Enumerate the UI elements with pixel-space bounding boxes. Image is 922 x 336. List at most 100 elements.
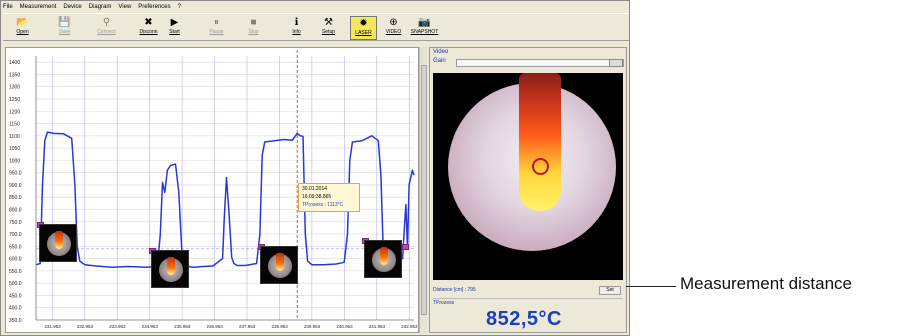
x-tick-label: 239.953 <box>304 324 321 329</box>
video-image <box>433 73 623 280</box>
snapshot-icon: 📷 <box>418 16 431 28</box>
stop-button-label: Stop <box>248 29 259 35</box>
menu-item-device[interactable]: Device <box>63 4 82 10</box>
video-button-label: VIDEO <box>385 29 402 35</box>
y-tick-label: 950.0 <box>9 171 22 177</box>
thumbnail-flame <box>55 231 63 249</box>
menu-item-diagram[interactable]: Diagram <box>88 4 112 10</box>
tooltip-time: 16:09:38.865 <box>302 194 332 200</box>
connect-icon: ⚲ <box>102 16 111 28</box>
start-button[interactable]: ▶ Start <box>161 16 188 40</box>
y-tick-label: 550.0 <box>9 269 22 275</box>
menu-item-view[interactable]: View <box>118 4 132 10</box>
thumbnail-flame <box>276 253 284 271</box>
series-line <box>35 131 415 268</box>
save-button-label: Save <box>58 29 71 35</box>
callout-label: Measurement distance <box>680 274 852 293</box>
snapshot-button-label: SNAPSHOT <box>410 29 439 35</box>
pause-button-label: Pause <box>209 29 224 35</box>
distance-row: Distance [cm] : 795 Set <box>433 286 623 296</box>
y-tick-label: 400.0 <box>9 306 22 312</box>
x-tick-label: 235.953 <box>174 324 191 329</box>
save-icon: 💾 <box>58 16 71 28</box>
snapshot-thumbnail[interactable] <box>151 250 189 288</box>
y-tick-label: 650.0 <box>9 244 22 250</box>
x-tick-label: 237.953 <box>239 324 256 329</box>
connect-button-label: Connect <box>97 29 116 35</box>
thumbnail-flame <box>380 247 388 265</box>
cursor-tooltip: 30.01.2014 16:09:38.865 TProzess : 1113°… <box>298 183 360 212</box>
open-button-label: Open <box>16 29 29 35</box>
scrollbar-thumb[interactable] <box>421 65 427 315</box>
x-tick-label: 241.953 <box>369 324 386 329</box>
video-title: Video <box>433 49 449 55</box>
temperature-readout: 852,5°C <box>486 308 562 330</box>
y-tick-label: 350.0 <box>9 318 22 324</box>
chart-canvas[interactable]: 1400 1350 1300 1250 1200 1150 1100 1050 1000 950.… <box>6 48 420 334</box>
disconn-button-label: Disconn <box>139 29 158 35</box>
y-tick-label: 1000 <box>9 158 20 164</box>
pause-icon: ⏸ <box>214 16 219 28</box>
y-tick-label: 1150 <box>9 122 20 128</box>
y-tick-label: 500.0 <box>9 281 22 287</box>
y-tick-label: 450.0 <box>9 293 22 299</box>
menu-item-help[interactable]: ? <box>177 4 181 10</box>
disconnect-icon: ✖ <box>144 16 153 28</box>
menu-item-preferences[interactable]: Preferences <box>138 4 171 10</box>
measurement-spot-icon <box>532 158 549 175</box>
snapshot-button[interactable]: 📷 SNAPSHOT <box>410 16 439 40</box>
application-window: File Measurement Device Diagram View Preferen… <box>0 0 630 336</box>
x-tick-label: 238.953 <box>271 324 288 329</box>
y-tick-label: 750.0 <box>9 220 22 226</box>
x-tick-label: 236.953 <box>207 324 224 329</box>
y-tick-label: 1350 <box>9 72 20 78</box>
toolbar: 📂 Open 💾 Save ⚲ Connect ✖ Disconn ▶ Start ⏸ Pause ■ S… <box>3 13 629 41</box>
y-tick-label: 1250 <box>9 97 20 103</box>
trend-chart[interactable]: 1400 1350 1300 1250 1200 1150 1100 1050 1000 950.… <box>5 47 419 333</box>
tooltip-value: TProzess : 1113°C <box>302 202 344 208</box>
gain-slider-knob[interactable] <box>609 59 623 67</box>
video-button[interactable]: ⊕ VIDEO <box>380 16 407 40</box>
snapshot-thumbnail[interactable] <box>260 246 298 284</box>
save-button[interactable]: 💾 Save <box>51 16 78 40</box>
gain-slider[interactable] <box>456 59 624 67</box>
y-tick-label: 700.0 <box>9 232 22 238</box>
setup-button-label: Setup <box>321 29 336 35</box>
stop-button[interactable]: ■ Stop <box>240 16 267 40</box>
x-tick-label: 232.953 <box>77 324 94 329</box>
open-button[interactable]: 📂 Open <box>9 16 36 40</box>
menu-bar: File Measurement Device Diagram View Preferen… <box>3 2 181 12</box>
tooltip-date: 30.01.2014 <box>302 186 328 192</box>
distance-readout: Distance [cm] : 795 <box>433 287 476 293</box>
laser-icon: ✹ <box>359 17 368 29</box>
pause-button[interactable]: ⏸ Pause <box>203 16 230 40</box>
snapshot-marker[interactable] <box>402 244 409 250</box>
x-tick-label: 242.953 <box>401 324 418 329</box>
info-button[interactable]: ℹ Info <box>283 16 310 40</box>
info-button-label: Info <box>292 29 301 35</box>
x-tick-label: 233.953 <box>109 324 126 329</box>
set-distance-button[interactable]: Set <box>599 286 621 295</box>
y-tick-label: 1400 <box>9 60 20 66</box>
tprocess-label: TProzess <box>433 300 455 306</box>
info-icon: ℹ <box>294 16 299 28</box>
snapshot-thumbnail[interactable] <box>39 224 77 262</box>
snapshot-thumbnail[interactable] <box>364 240 402 278</box>
divider <box>433 298 623 299</box>
menu-item-file[interactable]: File <box>3 4 13 10</box>
setup-button[interactable]: ⚒ Setup <box>315 16 342 40</box>
y-tick-label: 800.0 <box>9 207 22 213</box>
chart-scrollbar[interactable] <box>419 47 427 333</box>
disconn-button[interactable]: ✖ Disconn <box>135 16 162 40</box>
play-icon: ▶ <box>170 16 179 28</box>
laser-button[interactable]: ✹ LASER <box>350 16 377 40</box>
menu-item-measurement[interactable]: Measurement <box>19 4 57 10</box>
x-tick-label: 240.953 <box>336 324 353 329</box>
x-tick-label: 234.953 <box>142 324 159 329</box>
y-tick-label: 900.0 <box>9 183 22 189</box>
y-tick-label: 1100 <box>9 134 20 140</box>
connect-button[interactable]: ⚲ Connect <box>93 16 120 40</box>
video-icon: ⊕ <box>389 16 398 28</box>
y-tick-label: 850.0 <box>9 195 22 201</box>
video-panel: Video Gain Distance [cm] : 795 Set TProz… <box>429 47 627 333</box>
